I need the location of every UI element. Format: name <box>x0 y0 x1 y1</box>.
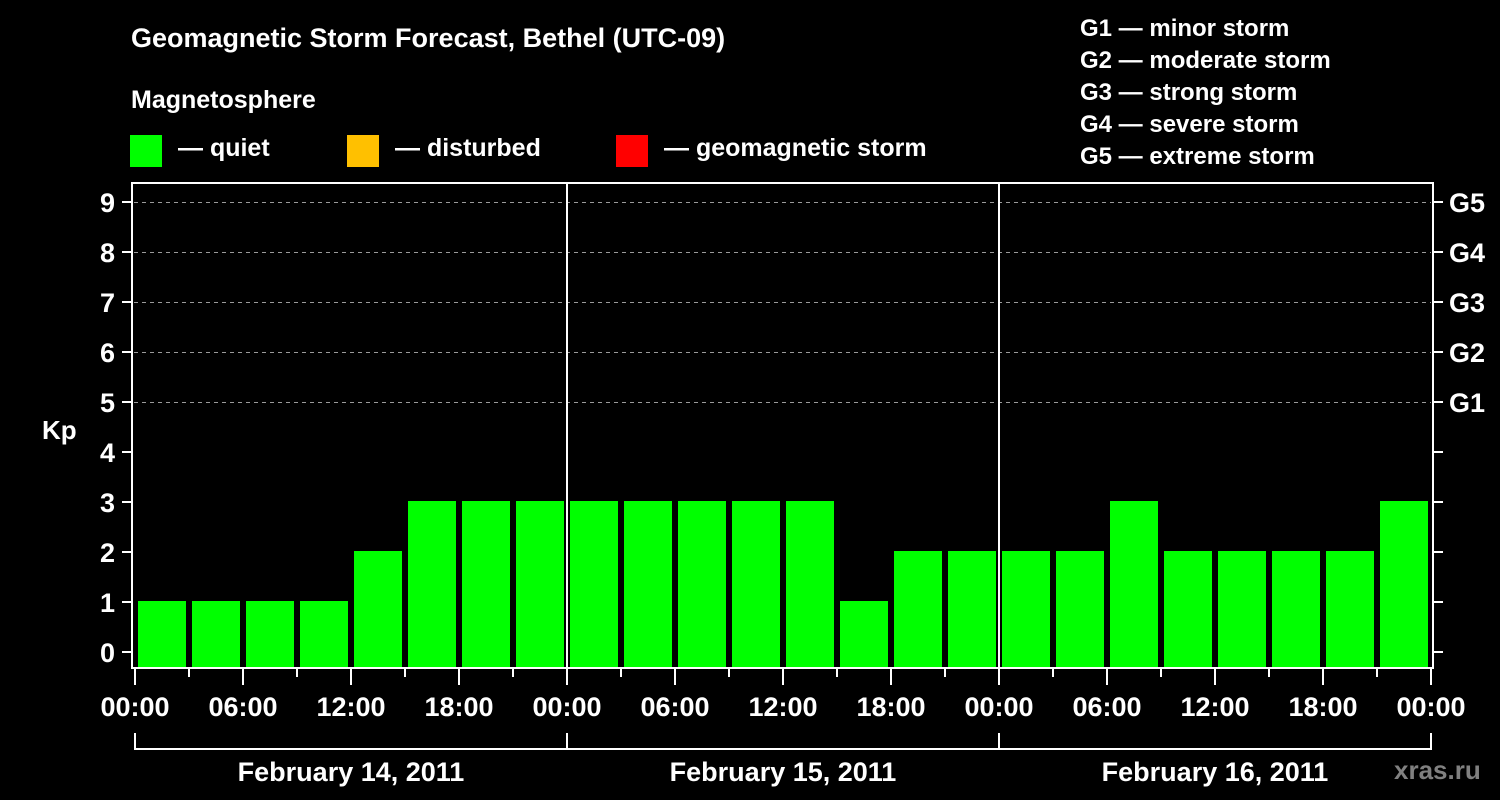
kp-bar <box>462 501 510 668</box>
axes <box>122 182 1443 750</box>
g-scale-item: G3 — strong storm <box>1080 79 1298 106</box>
legend-label: — quiet <box>178 134 270 162</box>
y-tick-label: 4 <box>100 438 115 468</box>
g-scale-tick-label: G4 <box>1449 238 1485 268</box>
x-tick-label: 06:00 <box>208 692 277 722</box>
kp-bar <box>570 501 618 668</box>
g-scale-legend: G1 — minor storm G2 — moderate storm G3 … <box>1080 13 1331 173</box>
x-tick-label: 12:00 <box>748 692 817 722</box>
kp-bar <box>246 601 294 668</box>
legend-label: — disturbed <box>395 134 541 162</box>
kp-bar <box>1110 501 1158 668</box>
y-tick-label: 9 <box>100 188 115 218</box>
storm-swatch-icon <box>616 135 648 167</box>
axis-labels: 0 1 2 3 4 5 6 7 8 9 G1 G2 G3 G4 G5 Kp 00:00 06:00 12:00 18:… <box>42 188 1485 787</box>
g-scale-tick-label: G5 <box>1449 188 1485 218</box>
x-tick-label: 18:00 <box>856 692 925 722</box>
kp-bar <box>786 501 834 668</box>
x-tick-label: 06:00 <box>1072 692 1141 722</box>
kp-bar <box>192 601 240 668</box>
kp-bar <box>354 551 402 668</box>
kp-bar <box>1056 551 1104 668</box>
date-label: February 15, 2011 <box>670 757 897 787</box>
legend-label: — geomagnetic storm <box>664 134 927 162</box>
x-tick-label: 00:00 <box>1396 692 1465 722</box>
y-tick-label: 3 <box>100 488 115 518</box>
g-scale-item: G1 — minor storm <box>1080 15 1290 42</box>
y-tick-label: 0 <box>100 638 115 668</box>
legend-heading: Magnetosphere <box>131 86 316 114</box>
kp-bar <box>138 601 186 668</box>
x-tick-label: 18:00 <box>1288 692 1357 722</box>
y-tick-label: 2 <box>100 538 115 568</box>
y-tick-label: 6 <box>100 338 115 368</box>
y-axis-title: Kp <box>42 415 77 445</box>
legend-item-storm: — geomagnetic storm <box>616 134 927 167</box>
kp-bar <box>516 501 564 668</box>
g-scale-tick-label: G3 <box>1449 288 1485 318</box>
kp-bar <box>408 501 456 668</box>
y-tick-label: 5 <box>100 388 115 418</box>
x-tick-label: 00:00 <box>532 692 601 722</box>
kp-bar <box>1164 551 1212 668</box>
g-scale-item: G2 — moderate storm <box>1080 47 1331 74</box>
g-scale-item: G4 — severe storm <box>1080 111 1299 138</box>
y-tick-label: 8 <box>100 238 115 268</box>
x-tick-label: 06:00 <box>640 692 709 722</box>
kp-bar <box>300 601 348 668</box>
g-scale-tick-label: G2 <box>1449 338 1485 368</box>
kp-bar <box>894 551 942 668</box>
kp-bar <box>840 601 888 668</box>
watermark: xras.ru <box>1394 755 1481 785</box>
bars <box>138 501 1428 668</box>
kp-bar <box>732 501 780 668</box>
x-tick-label: 00:00 <box>100 692 169 722</box>
kp-bar <box>1272 551 1320 668</box>
kp-bar <box>624 501 672 668</box>
date-label: February 14, 2011 <box>238 757 465 787</box>
y-tick-label: 1 <box>100 588 115 618</box>
g-scale-item: G5 — extreme storm <box>1080 143 1315 170</box>
x-tick-label: 12:00 <box>316 692 385 722</box>
kp-bar <box>1326 551 1374 668</box>
kp-bar <box>1218 551 1266 668</box>
x-tick-label: 12:00 <box>1180 692 1249 722</box>
quiet-swatch-icon <box>130 135 162 167</box>
x-tick-label: 00:00 <box>964 692 1033 722</box>
y-tick-label: 7 <box>100 288 115 318</box>
kp-bar <box>1380 501 1428 668</box>
x-tick-label: 18:00 <box>424 692 493 722</box>
kp-bar <box>678 501 726 668</box>
kp-bar <box>948 551 996 668</box>
kp-bar <box>1002 551 1050 668</box>
chart-title: Geomagnetic Storm Forecast, Bethel (UTC-… <box>131 23 726 53</box>
legend-item-quiet: — quiet <box>130 134 270 167</box>
g-scale-tick-label: G1 <box>1449 388 1485 418</box>
date-label: February 16, 2011 <box>1102 757 1329 787</box>
legend-item-disturbed: — disturbed <box>347 134 541 167</box>
disturbed-swatch-icon <box>347 135 379 167</box>
gridlines <box>134 202 1431 403</box>
